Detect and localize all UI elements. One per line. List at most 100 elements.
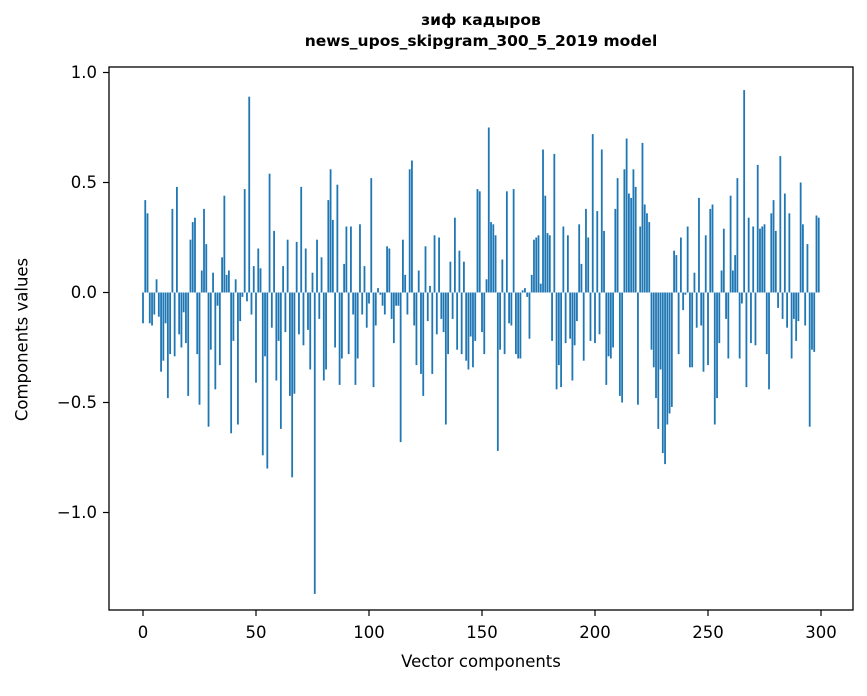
bar [792, 292, 795, 319]
bar [196, 292, 199, 355]
bar [564, 292, 567, 344]
x-axis-label: Vector components [401, 652, 561, 671]
bar [456, 292, 459, 350]
bar [745, 292, 748, 388]
y-tick-label: 1.0 [71, 63, 97, 82]
bar [372, 292, 375, 388]
bar [331, 219, 334, 293]
bar [413, 292, 416, 326]
bar [716, 292, 718, 399]
bar [447, 292, 449, 355]
bar [350, 226, 352, 293]
bar [316, 239, 318, 293]
bar [546, 233, 549, 293]
bar [677, 292, 680, 355]
bar [420, 292, 422, 374]
bar [521, 290, 524, 293]
bar [528, 292, 531, 339]
bar [808, 292, 811, 427]
bar [293, 292, 296, 394]
bar [417, 270, 420, 293]
bar [630, 197, 633, 293]
bar [365, 292, 368, 328]
bar [252, 266, 255, 293]
bar [250, 292, 253, 315]
bar [327, 200, 330, 293]
bar [582, 292, 585, 361]
bar [162, 292, 165, 361]
bar [429, 285, 431, 293]
bar [424, 246, 427, 293]
bar [474, 292, 477, 341]
bar [368, 292, 370, 304]
bar [729, 195, 732, 293]
bar [589, 292, 592, 341]
bar [442, 292, 445, 333]
bar [761, 226, 764, 293]
bar [485, 279, 488, 293]
bar [571, 292, 574, 381]
bar [370, 178, 373, 293]
bar [164, 292, 167, 324]
bar [797, 292, 800, 322]
bar [576, 292, 578, 322]
bar [598, 292, 601, 335]
bar [402, 239, 404, 293]
bar [578, 224, 581, 293]
bar [234, 279, 237, 293]
bar [548, 235, 551, 293]
bar [700, 292, 703, 326]
bar [684, 292, 687, 295]
bar [675, 255, 678, 293]
bar [634, 186, 637, 293]
bar [399, 292, 402, 443]
bar [212, 272, 214, 293]
bar [607, 292, 610, 357]
bar [180, 292, 183, 348]
bar [381, 292, 384, 306]
bar [505, 191, 508, 293]
bar [142, 292, 144, 324]
bar [686, 226, 689, 293]
bar [772, 200, 775, 293]
bar [438, 237, 440, 293]
bar [811, 292, 813, 350]
bar [695, 292, 698, 328]
y-tick-label: −1.0 [57, 503, 97, 522]
bar [221, 257, 223, 293]
bar [151, 292, 153, 326]
bar [289, 292, 291, 396]
bar [313, 292, 316, 594]
x-tick-label: 300 [805, 623, 837, 642]
bar [533, 239, 535, 293]
bar [451, 292, 454, 319]
bar [779, 156, 782, 293]
bar [458, 250, 461, 293]
bar [759, 228, 761, 293]
bar [153, 292, 156, 315]
bar [689, 292, 691, 368]
bar [734, 255, 737, 293]
bar [711, 204, 714, 293]
bar [453, 217, 456, 293]
bar [693, 272, 696, 293]
bar [492, 224, 495, 293]
bar [194, 217, 196, 293]
bar [487, 127, 490, 293]
bar [266, 292, 269, 469]
bar [557, 292, 560, 366]
bar [467, 292, 470, 370]
bar [713, 292, 716, 425]
bar [569, 292, 572, 339]
bar [264, 292, 266, 357]
bar [377, 288, 379, 293]
bar [415, 292, 418, 366]
bar [361, 292, 364, 315]
bar [345, 226, 348, 293]
bar [390, 292, 393, 319]
bar [277, 292, 280, 341]
bar [225, 274, 228, 293]
bar [643, 204, 646, 293]
bar [243, 189, 246, 293]
